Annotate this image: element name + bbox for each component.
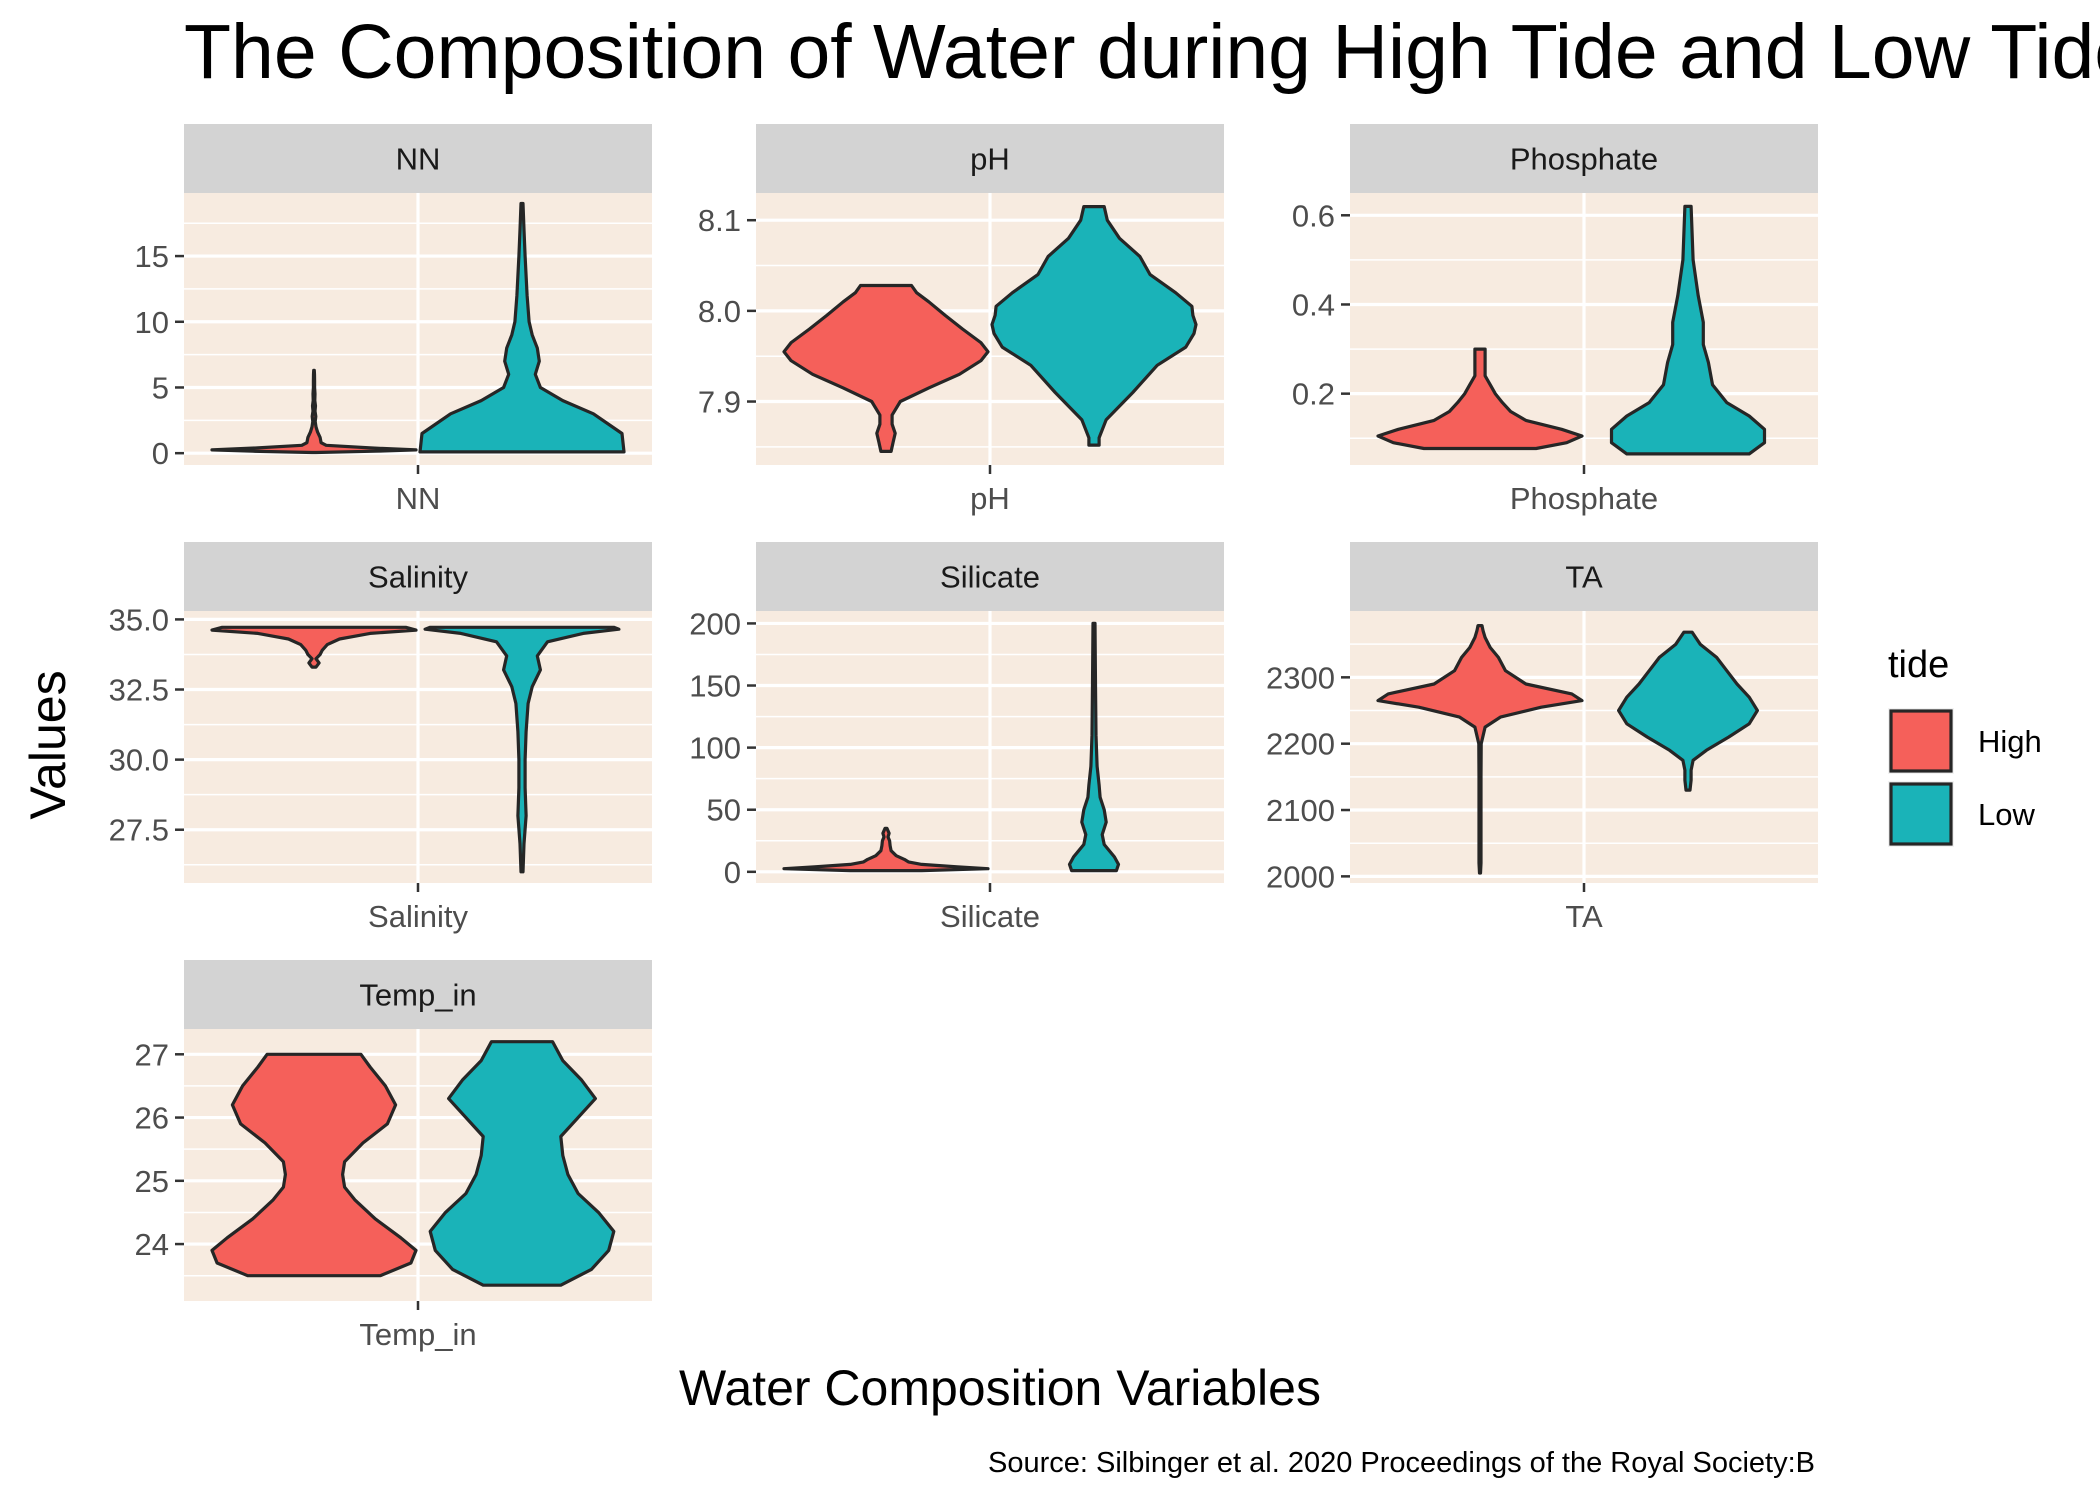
panel-silicate: Silicate 0 50 100 150 200 Silicate (689, 542, 1224, 934)
panel-strip-label: NN (396, 142, 441, 177)
y-tick-label: 15 (135, 239, 169, 274)
y-tick-label: 2300 (1266, 660, 1335, 695)
y-tick-label: 5 (152, 370, 169, 405)
violin-high (210, 625, 418, 669)
violin-high (782, 283, 990, 453)
panel-strip-label: Phosphate (1510, 142, 1658, 177)
legend: tide High Low (1888, 644, 2042, 847)
violin-low (418, 201, 626, 454)
violin-high (210, 368, 418, 455)
panel-strip (756, 542, 1224, 611)
panel-strip-label: Silicate (940, 560, 1040, 595)
panel-nn: NN 0 5 10 15 NN (135, 124, 652, 516)
panel-strip-label: pH (970, 142, 1010, 177)
panel-strip (184, 542, 652, 611)
y-tick-label: 2000 (1266, 859, 1335, 894)
x-tick-label: Phosphate (1510, 481, 1658, 516)
violin-high (1376, 347, 1584, 451)
legend-title: tide (1888, 644, 1949, 686)
y-tick-label: 35.0 (109, 602, 169, 637)
y-tick-label: 27.5 (109, 813, 169, 848)
x-tick-label: Temp_in (359, 1317, 476, 1352)
violin-low (990, 205, 1198, 447)
y-tick-label: 26 (135, 1101, 169, 1136)
y-tick-label: 50 (707, 793, 741, 828)
panel-salinity: Salinity 27.5 30.0 32.5 35.0 Salinity (109, 542, 652, 934)
y-tick-label: 0 (152, 436, 169, 471)
y-tick-label: 2100 (1266, 793, 1335, 828)
y-tick-label: 32.5 (109, 673, 169, 708)
y-tick-label: 150 (689, 669, 741, 704)
caption: Source: Silbinger et al. 2020 Proceeding… (988, 1447, 1815, 1479)
violin-high (1376, 624, 1584, 875)
violin-low (428, 1040, 616, 1287)
panel-strip (1350, 124, 1818, 193)
panel-strip (756, 124, 1224, 193)
facet-panels: NN 0 5 10 15 NN pH 7.9 8.0 8.1 pH Phosphate 0.2 0.4 0.… (109, 124, 1818, 1352)
y-tick-label: 2200 (1266, 727, 1335, 762)
y-tick-label: 0.6 (1292, 198, 1335, 233)
panel-temp-in: Temp_in 24 25 26 27 Temp_in (135, 960, 652, 1352)
x-tick-label: TA (1565, 899, 1603, 934)
y-tick-label: 25 (135, 1164, 169, 1199)
panel-phosphate: Phosphate 0.2 0.4 0.6 Phosphate (1292, 124, 1818, 516)
violin-high (210, 1052, 418, 1278)
legend-label-high: High (1978, 724, 2042, 759)
violin-low (1609, 204, 1767, 456)
chart-title: The Composition of Water during High Tid… (184, 9, 2100, 95)
y-tick-label: 200 (689, 606, 741, 641)
violin-low (1067, 621, 1121, 873)
y-tick-label: 0.2 (1292, 377, 1335, 412)
panel-ta: TA 2000 2100 2200 2300 TA (1266, 542, 1818, 934)
y-tick-label: 8.0 (698, 294, 741, 329)
x-tick-label: NN (396, 481, 441, 516)
panel-strip-label: TA (1565, 560, 1603, 595)
panel-ph: pH 7.9 8.0 8.1 pH (698, 124, 1224, 516)
violin-low (1617, 630, 1759, 792)
violin-low (423, 625, 621, 874)
x-tick-label: pH (970, 481, 1010, 516)
panel-strip (1350, 542, 1818, 611)
y-tick-label: 24 (135, 1227, 169, 1262)
y-tick-label: 0.4 (1292, 287, 1335, 322)
y-tick-label: 8.1 (698, 203, 741, 238)
legend-swatch-high (1889, 709, 1953, 773)
x-tick-label: Salinity (368, 899, 468, 934)
y-tick-label: 0 (724, 855, 741, 890)
x-axis-title: Water Composition Variables (679, 1360, 1321, 1416)
y-tick-label: 30.0 (109, 743, 169, 778)
legend-label-low: Low (1978, 797, 2035, 832)
y-tick-label: 27 (135, 1037, 169, 1072)
x-tick-label: Silicate (940, 899, 1040, 934)
violin-high (782, 826, 990, 873)
panel-strip-label: Salinity (368, 560, 468, 595)
y-tick-label: 10 (135, 305, 169, 340)
panel-strip (184, 960, 652, 1029)
panel-strip (184, 124, 652, 193)
panel-strip-label: Temp_in (359, 978, 476, 1013)
y-axis-title: Values (20, 670, 76, 819)
y-tick-label: 7.9 (698, 385, 741, 420)
legend-swatch-low (1889, 782, 1953, 846)
y-tick-label: 100 (689, 731, 741, 766)
